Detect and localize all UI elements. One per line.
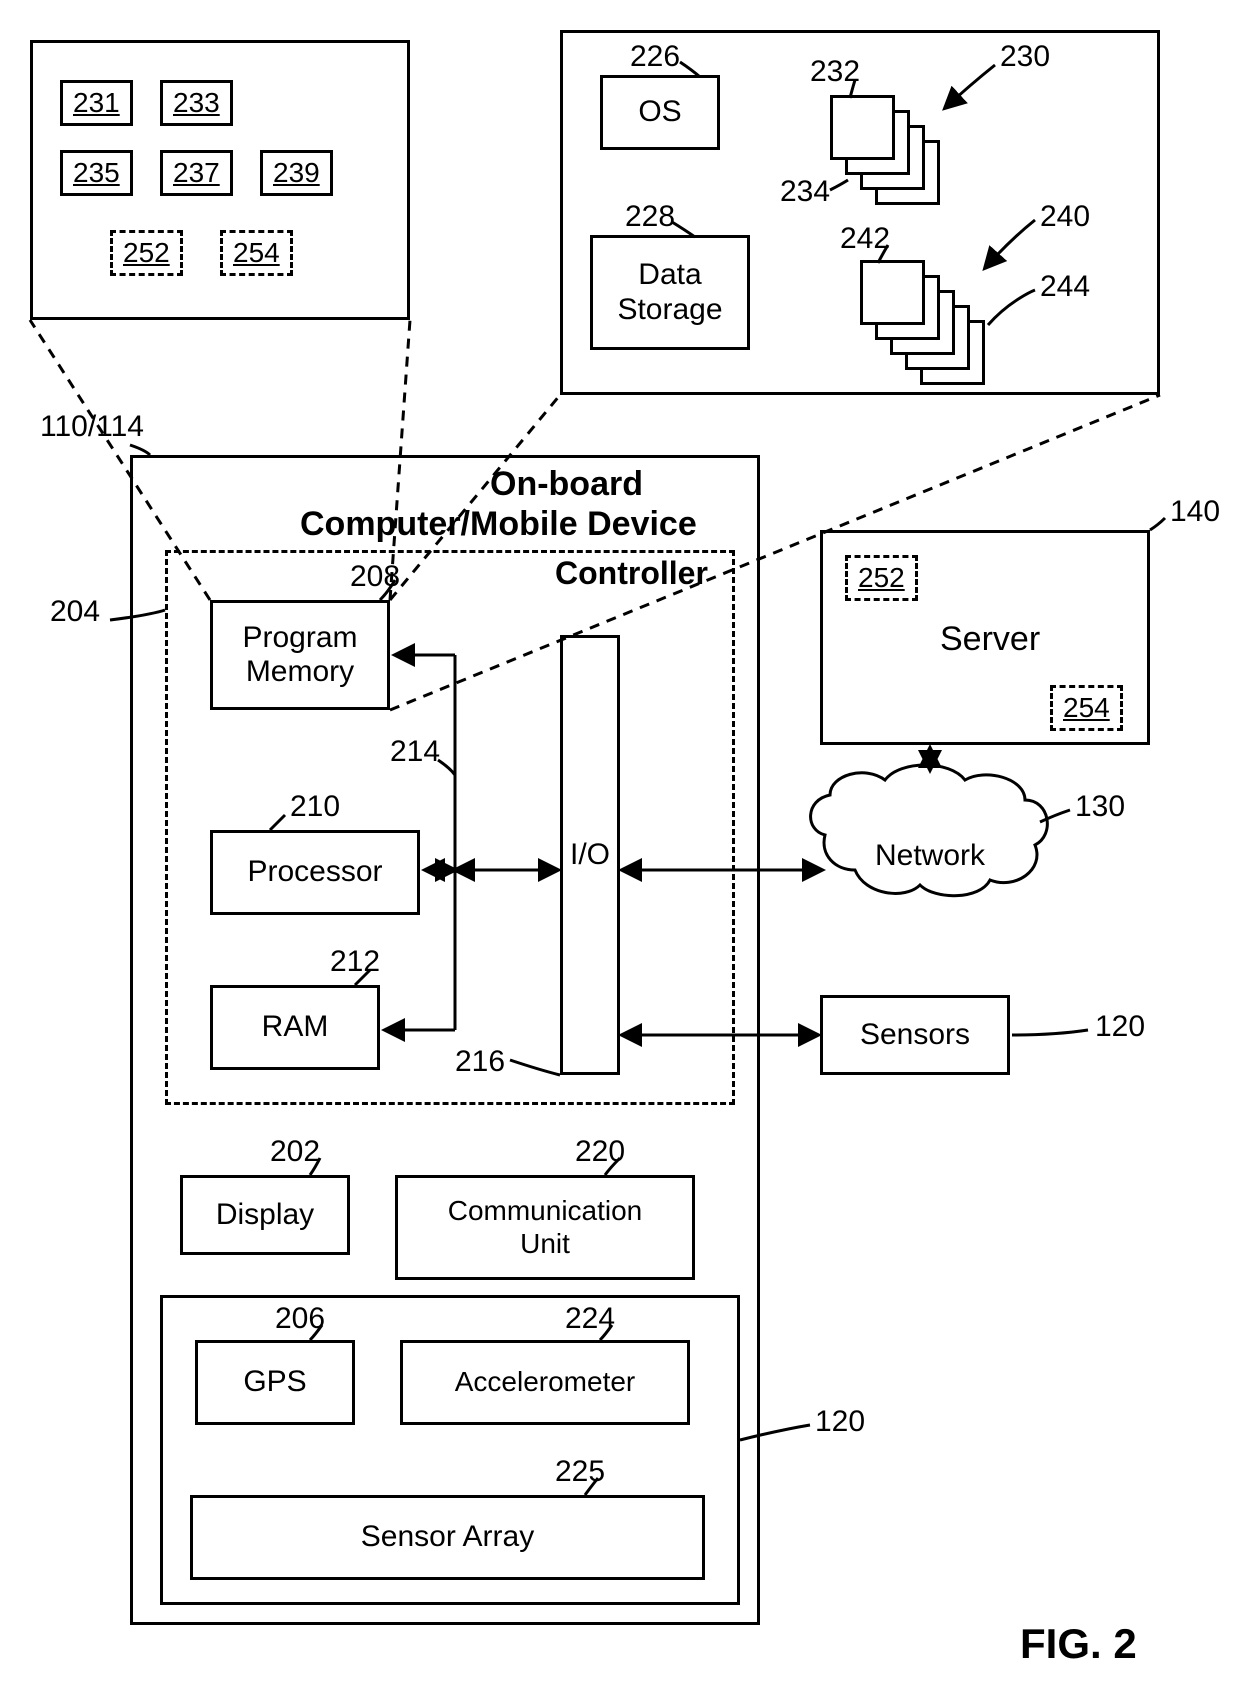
gps-label: GPS — [243, 1365, 306, 1400]
gps-block: GPS — [195, 1340, 355, 1425]
ref-120-cluster: 120 — [815, 1405, 865, 1439]
stack-230-1 — [830, 95, 895, 160]
ref-130: 130 — [1075, 790, 1125, 824]
ref-226: 226 — [630, 40, 680, 74]
display-label: Display — [216, 1198, 314, 1233]
ref-252-callout: 252 — [110, 230, 183, 276]
sensor-array-label: Sensor Array — [361, 1520, 534, 1555]
stack-240-1 — [860, 260, 925, 325]
ref-232: 232 — [810, 55, 860, 89]
ref-235: 235 — [60, 150, 133, 196]
ram-block: RAM — [210, 985, 380, 1070]
ref-231: 231 — [60, 80, 133, 126]
sensors-block: Sensors — [820, 995, 1010, 1075]
ref-214: 214 — [390, 735, 440, 769]
ref-120-sensors: 120 — [1095, 1010, 1145, 1044]
ref-202: 202 — [270, 1135, 320, 1169]
ref-224: 224 — [565, 1302, 615, 1336]
accelerometer-label: Accelerometer — [455, 1366, 636, 1398]
os-block: OS — [600, 75, 720, 150]
ref-206: 206 — [275, 1302, 325, 1336]
ref-216: 216 — [455, 1045, 505, 1079]
comm-unit-block: Communication Unit — [395, 1175, 695, 1280]
ref-230: 230 — [1000, 40, 1050, 74]
ref-240: 240 — [1040, 200, 1090, 234]
display-block: Display — [180, 1175, 350, 1255]
ref-228: 228 — [625, 200, 675, 234]
ref-239: 239 — [260, 150, 333, 196]
network-cloud: Network — [811, 765, 1048, 896]
ref-252-server: 252 — [845, 555, 918, 601]
ref-110-114: 110/114 — [40, 410, 144, 444]
processor-label: Processor — [247, 855, 382, 890]
accelerometer-block: Accelerometer — [400, 1340, 690, 1425]
title-line1: On-board — [490, 465, 643, 504]
figure-label: FIG. 2 — [1020, 1620, 1137, 1668]
io-label: I/O — [570, 838, 610, 873]
ref-140: 140 — [1170, 495, 1220, 529]
ref-254-callout: 254 — [220, 230, 293, 276]
ref-233: 233 — [160, 80, 233, 126]
ref-220: 220 — [575, 1135, 625, 1169]
ref-242: 242 — [840, 222, 890, 256]
os-label: OS — [638, 95, 681, 130]
comm-unit-label: Communication Unit — [448, 1195, 643, 1259]
data-storage-label: Data Storage — [617, 258, 722, 327]
controller-label: Controller — [555, 555, 708, 592]
processor-block: Processor — [210, 830, 420, 915]
ref-244: 244 — [1040, 270, 1090, 304]
server-label: Server — [940, 620, 1040, 659]
ref-234: 234 — [780, 175, 830, 209]
ram-label: RAM — [262, 1010, 329, 1045]
ref-237: 237 — [160, 150, 233, 196]
sensors-label: Sensors — [860, 1018, 970, 1053]
ref-208: 208 — [350, 560, 400, 594]
ref-210: 210 — [290, 790, 340, 824]
network-label: Network — [875, 839, 986, 872]
ref-212: 212 — [330, 945, 380, 979]
sensor-array-block: Sensor Array — [190, 1495, 705, 1580]
ref-254-server: 254 — [1050, 685, 1123, 731]
ref-204: 204 — [50, 595, 100, 629]
program-memory-label: Program Memory — [242, 621, 357, 690]
ref-225: 225 — [555, 1455, 605, 1489]
io-block: I/O — [560, 635, 620, 1075]
title-line2: Computer/Mobile Device — [300, 505, 697, 544]
data-storage-block: Data Storage — [590, 235, 750, 350]
program-memory-block: Program Memory — [210, 600, 390, 710]
